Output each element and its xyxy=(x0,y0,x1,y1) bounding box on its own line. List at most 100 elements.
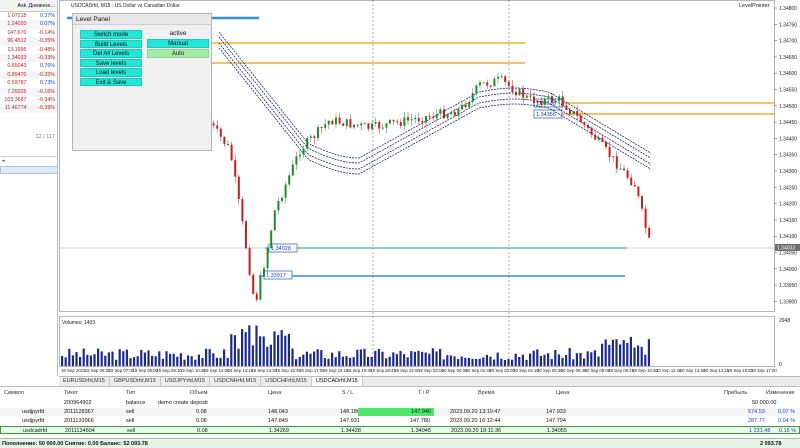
tab-usdcnh[interactable]: USDCNHrfd,M15 xyxy=(210,377,262,386)
candle-body xyxy=(284,184,287,198)
volume-bar xyxy=(61,356,64,366)
candle-body xyxy=(255,293,258,300)
col-time[interactable]: Время xyxy=(478,390,495,396)
candle-body xyxy=(252,274,255,294)
cell-sl: 1.34428 xyxy=(341,428,361,434)
volume-bar xyxy=(79,357,82,366)
volume-bar xyxy=(86,354,89,366)
table-row[interactable]: usdjpyrfd 2011133966 sell 0.08 147.849 147.93… xyxy=(0,417,800,425)
market-watch-row[interactable]: 0.65043 0.76% xyxy=(0,62,57,70)
market-watch-row[interactable]: 0.59787 0.73% xyxy=(0,79,57,87)
col-symbol[interactable]: Символ xyxy=(4,390,24,396)
deposit-row[interactable]: 200964902 balance demo create deposit 50… xyxy=(0,399,800,407)
volume-bar xyxy=(89,355,92,366)
market-watch-row[interactable]: 96.4512 -0.35% xyxy=(0,37,57,46)
col-price[interactable]: Цена xyxy=(268,390,282,396)
auto-mode-button[interactable]: Auto xyxy=(147,49,209,58)
change-value: -0.39% xyxy=(38,105,55,112)
ask-column-header[interactable]: Ask xyxy=(17,3,27,9)
market-watch-row[interactable]: 7.29325 -0.16% xyxy=(0,87,57,96)
load-levels-button[interactable]: Load levels xyxy=(80,68,142,77)
col-type[interactable]: Тип xyxy=(126,390,136,396)
col-tp[interactable]: T / P xyxy=(418,390,430,396)
volume-bar xyxy=(151,355,154,366)
volume-bar xyxy=(608,344,611,366)
table-row[interactable]: usdcadrfd 2011134604 sell 0.08 1.34269 1.3442… xyxy=(0,426,800,434)
save-levels-button[interactable]: Save levels xyxy=(80,58,142,67)
volume-bar xyxy=(525,359,528,366)
volume-bar xyxy=(377,349,380,366)
col-change[interactable]: Изменение xyxy=(766,390,795,396)
cell-profit: 1 231.48 xyxy=(749,428,771,434)
build-levels-button[interactable]: Build Levels xyxy=(80,39,142,48)
volume-bar xyxy=(507,358,510,366)
level-panel[interactable]: Level Panel Switch mode Build Levels Del… xyxy=(72,13,212,151)
volume-bar xyxy=(471,358,474,366)
candle-body xyxy=(464,104,467,107)
volume-bar xyxy=(374,350,377,366)
cell-volume: 0.08 xyxy=(196,409,207,415)
tab-usdjpy[interactable]: USDJPYrfd,M15 xyxy=(161,377,211,386)
switch-mode-button[interactable]: Switch mode xyxy=(80,30,142,39)
volume-bar xyxy=(381,351,384,366)
candle-body xyxy=(493,78,496,87)
col-ticket[interactable]: Тикет xyxy=(64,390,79,396)
time-label: 19 Sep 17:00 xyxy=(299,368,325,373)
col-profit[interactable]: Прибыль xyxy=(724,390,748,396)
price-label: 1.34650 xyxy=(779,55,797,61)
candle-body xyxy=(399,122,402,126)
candle-body xyxy=(248,248,251,275)
volume-bar xyxy=(442,359,445,366)
market-watch-row[interactable]: 1.07215 0.37% xyxy=(0,12,57,20)
candle-body xyxy=(270,230,273,248)
candle-body xyxy=(558,96,561,102)
volume-bar xyxy=(280,330,283,366)
del-all-levels-button[interactable]: Del All Levels xyxy=(80,49,142,58)
volume-bar xyxy=(431,348,434,366)
level-panel-title[interactable]: Level Panel xyxy=(73,14,211,25)
market-watch-row[interactable]: 1.34033 -0.33% xyxy=(0,53,57,63)
candle-body xyxy=(331,120,334,125)
manual-mode-button[interactable]: Manual xyxy=(147,39,209,48)
table-row[interactable]: usdjpyrfd 2011128367 sell 0.08 148.043 148.18… xyxy=(0,408,800,416)
tab-usdcad[interactable]: USDCADrfd,M15 xyxy=(311,377,363,386)
volume-bar xyxy=(215,357,218,366)
volume-bar xyxy=(597,356,600,366)
price-label: 1.34400 xyxy=(779,136,797,142)
tab-gbpusd[interactable]: GBPUSDrfd,M15 xyxy=(110,377,161,386)
volume-bar xyxy=(518,356,521,366)
candle-body xyxy=(461,104,463,110)
volume-bar xyxy=(464,357,467,366)
market-watch-row[interactable]: 1.24020 0.07% xyxy=(0,20,57,29)
volume-bar xyxy=(158,351,161,366)
market-watch-row[interactable]: 13.1995 -0.48% xyxy=(0,46,57,54)
time-label: 19 Sep 13:15 xyxy=(228,368,254,373)
candle-body xyxy=(644,208,647,228)
col-price-current[interactable]: Цена xyxy=(556,390,570,396)
volume-bar xyxy=(583,358,586,366)
time-label: 19 Sep 09:30 xyxy=(156,368,182,373)
candle-body xyxy=(212,123,215,126)
candle-body xyxy=(266,248,269,269)
market-watch-row[interactable]: 147.670 -0.14% xyxy=(0,29,57,37)
exit-save-button[interactable]: Exit & Save xyxy=(80,77,142,86)
candle-body xyxy=(626,170,629,178)
market-watch-row[interactable]: 11.46774 -0.39% xyxy=(0,104,57,113)
chart-title: USDCADrfd, M15 : US Dollar vs Canadian D… xyxy=(71,3,180,9)
market-watch-row[interactable]: 103.3687 -0.34% xyxy=(0,96,57,104)
candle-body xyxy=(360,123,363,126)
change-column-header[interactable]: Дневное... xyxy=(28,3,55,9)
market-watch-row[interactable]: 0.89470 -0.35% xyxy=(0,70,57,80)
volume-bar xyxy=(424,352,427,366)
chart-canvas[interactable]: 1.34800 1.34750 1.34700 1.34650 1.34600 1.345… xyxy=(59,0,800,376)
col-sl[interactable]: S / L xyxy=(342,390,354,396)
ask-value: 0.59787 xyxy=(7,80,27,87)
time-label: 19 Sep 10:45 xyxy=(180,368,206,373)
tab-usdchf[interactable]: USDCHFrfd,M15 xyxy=(261,377,312,386)
col-volume[interactable]: Объем xyxy=(190,390,208,396)
change-value: -0.14% xyxy=(38,29,55,36)
selected-symbol-row[interactable] xyxy=(0,166,58,174)
change-value: -0.35% xyxy=(38,71,55,78)
time-label: 19 Sep 08:00 xyxy=(132,368,158,373)
tab-eurusd[interactable]: EURUSDrfd,M15 xyxy=(59,377,110,386)
